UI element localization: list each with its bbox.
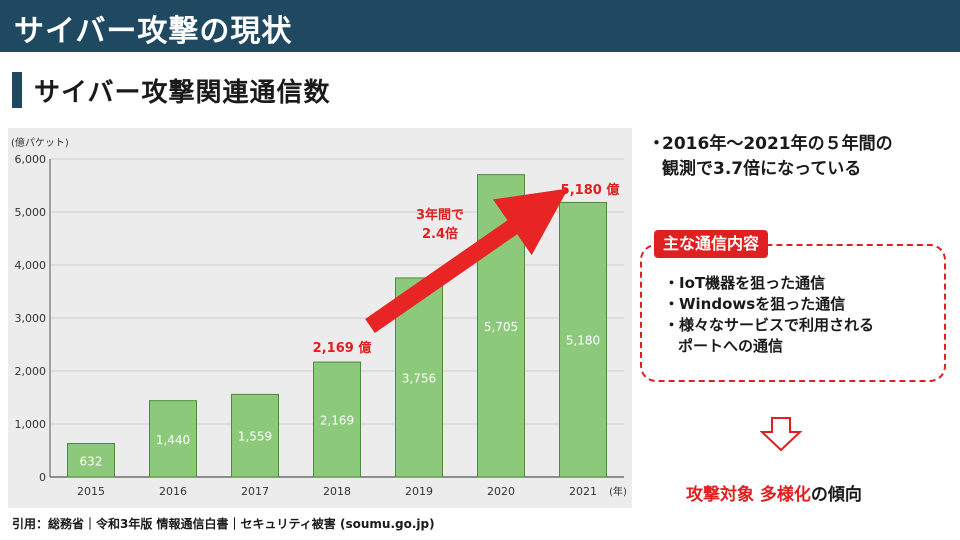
growth-annotation-line1: 3年間で [416, 207, 464, 223]
growth-arrow [365, 188, 569, 333]
bar [313, 361, 361, 478]
subtitle-marker [12, 72, 22, 108]
y-tick-label: 3,000 [15, 312, 47, 325]
conclusion-trend: の傾向 [810, 485, 862, 505]
bar-chart: 632 1,440 1,559 2,169 3,756 5,705 5,180 0 1,000… [11, 136, 627, 498]
y-tick-label: 6,000 [15, 153, 47, 166]
y-tick-label: 2,000 [15, 365, 47, 378]
bar [67, 443, 115, 478]
annotation-2021-value: 5,180 億 [561, 182, 620, 198]
y-tick-label: 5,000 [15, 206, 47, 219]
slide-title: サイバー攻撃の現状 [14, 14, 293, 49]
x-tick-label: 2019 [405, 485, 433, 498]
growth-annotation-line2: 2.4倍 [422, 226, 458, 242]
x-tick-label: 2020 [487, 485, 515, 498]
x-axis-unit: (年) [609, 485, 627, 498]
list-item: ・様々なサービスで利用される [664, 316, 875, 334]
communication-box-label: 主な通信内容 [654, 230, 769, 258]
conclusion: 攻撃対象 多様化の傾向 [686, 480, 862, 505]
citation: 引用：総務省｜令和3年版 情報通信白書｜セキュリティ被害 (soumu.go.j… [12, 517, 435, 531]
bar-value-label: 632 [80, 454, 103, 468]
main-bullet: ・2016年～2021年の５年間の 観測で3.7倍になっている [648, 132, 948, 182]
list-item: ・IoT機器を狙った通信 [664, 274, 826, 292]
communication-list: ・IoT機器を狙った通信 ・Windowsを狙った通信 ・様々なサービスで利用さ… [664, 273, 944, 357]
bar-value-label: 1,559 [238, 430, 272, 444]
bar-value-label: 2,169 [320, 414, 354, 428]
y-tick-label: 0 [39, 471, 46, 484]
conclusion-diversification: 多様化 [759, 485, 811, 505]
conclusion-target: 攻撃対象 [686, 485, 754, 505]
bar [231, 393, 279, 478]
bullet-dot: ・ [648, 134, 665, 154]
down-arrow-icon [760, 417, 802, 452]
x-tick-label: 2021 [569, 485, 597, 498]
title-bar: サイバー攻撃の現状 [0, 0, 960, 52]
list-item: ・Windowsを狙った通信 [664, 295, 846, 313]
slide-subtitle: サイバー攻撃関連通信数 [34, 78, 331, 108]
y-tick-label: 1,000 [15, 418, 47, 431]
bullet-line-2: 観測で3.7倍になっている [662, 159, 862, 179]
x-tick-label: 2016 [159, 485, 187, 498]
y-tick-label: 4,000 [15, 259, 47, 272]
x-tick-label: 2015 [77, 485, 105, 498]
x-tick-label: 2018 [323, 485, 351, 498]
communication-box [640, 244, 946, 382]
bar-value-label: 5,180 [566, 334, 600, 348]
list-item-continuation: ポートへの通信 [678, 337, 784, 355]
bullet-line-1: 2016年～2021年の５年間の [662, 134, 893, 154]
bar-value-label: 1,440 [156, 433, 190, 447]
x-tick-label: 2017 [241, 485, 269, 498]
chart-panel: 632 1,440 1,559 2,169 3,756 5,705 5,180 0 1,000… [8, 128, 632, 508]
bar-value-label: 5,705 [484, 320, 518, 334]
y-axis-label: (億パケット) [11, 136, 69, 149]
bar [149, 400, 197, 478]
annotation-2018-value: 2,169 億 [313, 340, 372, 356]
bar-value-label: 3,756 [402, 371, 436, 385]
